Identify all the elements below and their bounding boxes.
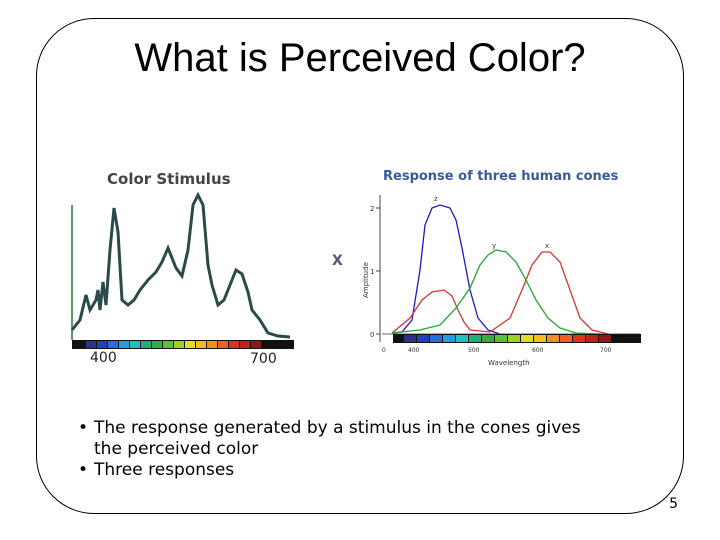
- cones-y-tick-2: 2: [370, 205, 374, 213]
- bullet-item: Three responses: [78, 460, 584, 481]
- cones-x-tick-500: 500: [468, 347, 480, 354]
- stimulus-tick-700: 700: [250, 351, 277, 367]
- stimulus-tick-400: 400: [90, 350, 117, 366]
- cone-z-label: z: [434, 195, 438, 203]
- cones-title: Response of three human cones: [383, 169, 619, 184]
- cone-y-curve: [391, 249, 601, 335]
- cones-x-tick-0: 0: [382, 347, 386, 354]
- cones-ylabel: Amplitude: [362, 262, 370, 298]
- stimulus-curve: [70, 191, 291, 339]
- bullet-list: The response generated by a stimulus in …: [78, 418, 584, 481]
- cones-spectrum-bar: [393, 334, 641, 343]
- cones-x-tick-400: 400: [408, 347, 420, 354]
- cones-y-tick-1: 1: [370, 268, 374, 276]
- cones-y-tick-0: 0: [370, 331, 374, 339]
- stimulus-title: Color Stimulus: [107, 170, 231, 188]
- cone-x-label: x: [545, 242, 549, 250]
- stimulus-spectrum-bar: [72, 340, 294, 349]
- page-number: 5: [669, 496, 678, 512]
- cone-y-label: y: [492, 242, 496, 250]
- slide-title: What is Perceived Color?: [134, 36, 586, 80]
- cone-x-curve: [391, 251, 609, 335]
- bullet-item: The response generated by a stimulus in …: [78, 418, 584, 460]
- cones-xlabel: Wavelength: [488, 359, 530, 367]
- cone-z-curve: [391, 204, 501, 335]
- cones-x-tick-700: 700: [600, 347, 612, 354]
- slide-frame: [36, 18, 684, 514]
- cones-x-tick-600: 600: [532, 347, 544, 354]
- multiply-operator: X: [332, 253, 343, 269]
